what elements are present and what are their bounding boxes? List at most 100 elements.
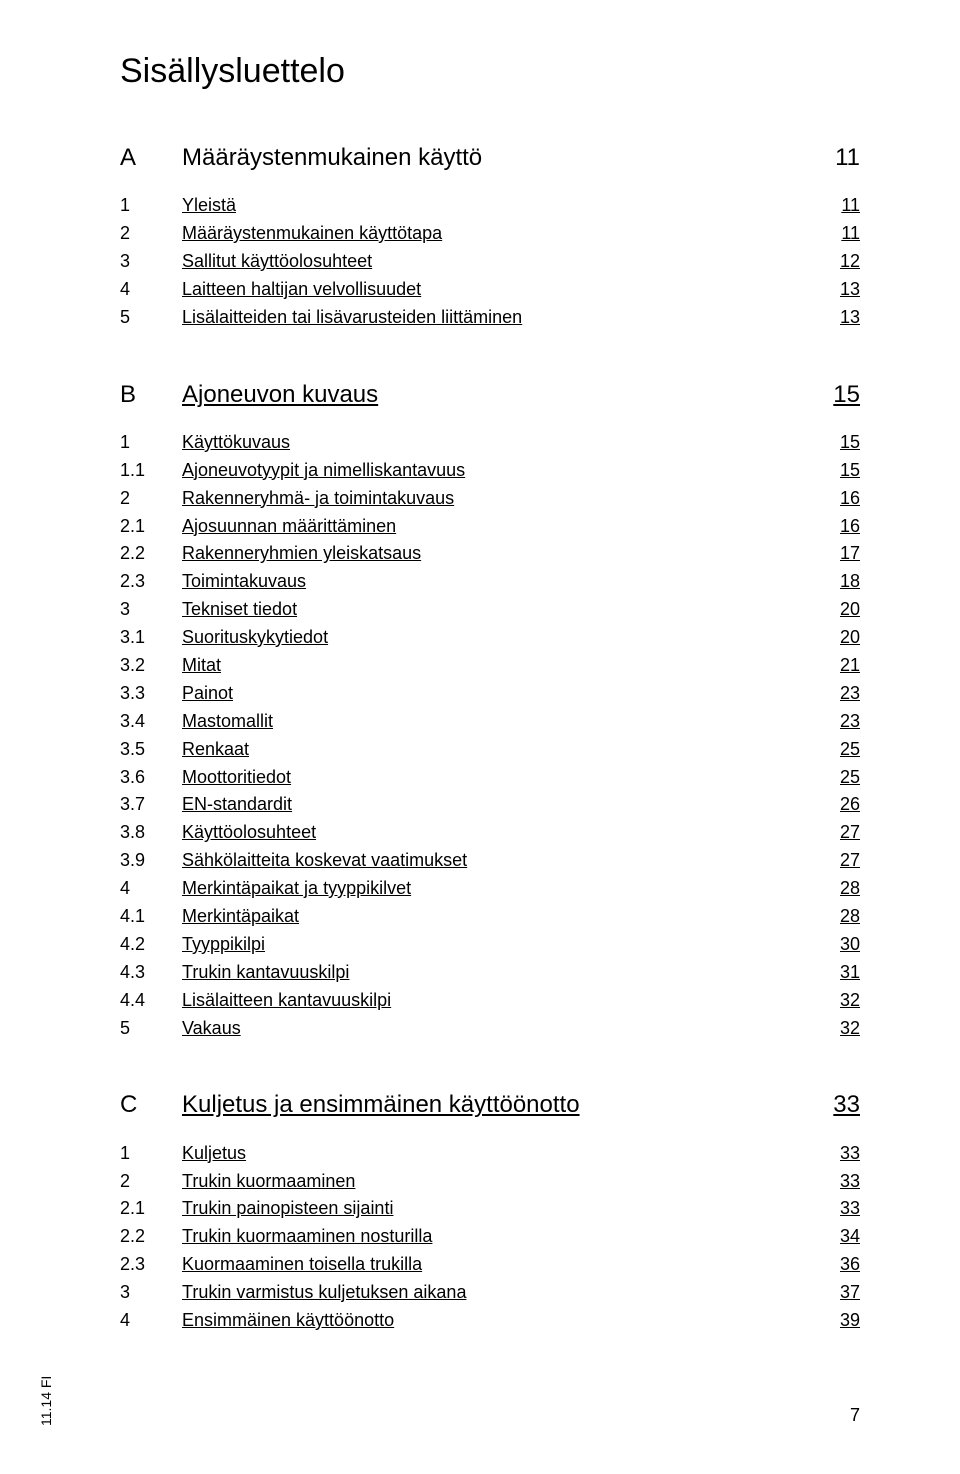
toc-entry-label[interactable]: Rakenneryhmien yleiskatsaus: [182, 540, 421, 568]
toc-entry-page[interactable]: 26: [826, 791, 860, 819]
toc-entry[interactable]: 2Trukin kuormaaminen33: [120, 1168, 860, 1196]
toc-section-label[interactable]: Ajoneuvon kuvaus: [182, 376, 378, 413]
toc-section-heading[interactable]: CKuljetus ja ensimmäinen käyttöönotto33: [120, 1086, 860, 1123]
toc-entry-label[interactable]: Merkintäpaikat: [182, 903, 299, 931]
toc-section-label[interactable]: Kuljetus ja ensimmäinen käyttöönotto: [182, 1086, 580, 1123]
toc-entry-label[interactable]: Lisälaitteen kantavuuskilpi: [182, 987, 391, 1015]
toc-entry-page[interactable]: 15: [826, 457, 860, 485]
toc-entry-page[interactable]: 34: [826, 1223, 860, 1251]
toc-entry[interactable]: 5Vakaus32: [120, 1015, 860, 1043]
toc-entry-label[interactable]: Ensimmäinen käyttöönotto: [182, 1307, 394, 1335]
toc-entry-page[interactable]: 18: [826, 568, 860, 596]
toc-entry[interactable]: 4Laitteen haltijan velvollisuudet13: [120, 276, 860, 304]
toc-entry[interactable]: 3.7EN-standardit26: [120, 791, 860, 819]
toc-entry-label[interactable]: Ajoneuvotyypit ja nimelliskantavuus: [182, 457, 465, 485]
toc-entry[interactable]: 4Merkintäpaikat ja tyyppikilvet28: [120, 875, 860, 903]
toc-entry-page[interactable]: 23: [826, 708, 860, 736]
toc-section-heading[interactable]: BAjoneuvon kuvaus15: [120, 376, 860, 413]
toc-entry-page[interactable]: 15: [826, 429, 860, 457]
toc-entry-label[interactable]: Sähkölaitteita koskevat vaatimukset: [182, 847, 467, 875]
toc-entry-label[interactable]: Kuormaaminen toisella trukilla: [182, 1251, 422, 1279]
toc-entry-page[interactable]: 16: [826, 485, 860, 513]
toc-entry-label[interactable]: Trukin kuormaaminen: [182, 1168, 355, 1196]
toc-entry-page[interactable]: 39: [826, 1307, 860, 1335]
toc-entry-label[interactable]: Vakaus: [182, 1015, 241, 1043]
toc-entry-page[interactable]: 27: [826, 847, 860, 875]
toc-entry-label[interactable]: EN-standardit: [182, 791, 292, 819]
toc-entry[interactable]: 4.3Trukin kantavuuskilpi31: [120, 959, 860, 987]
toc-entry-page[interactable]: 33: [826, 1140, 860, 1168]
toc-entry-label[interactable]: Tekniset tiedot: [182, 596, 297, 624]
toc-entry-label[interactable]: Trukin kantavuuskilpi: [182, 959, 349, 987]
toc-entry[interactable]: 3.6Moottoritiedot25: [120, 764, 860, 792]
toc-entry-label[interactable]: Käyttökuvaus: [182, 429, 290, 457]
toc-entry[interactable]: 2.1Ajosuunnan määrittäminen16: [120, 513, 860, 541]
toc-entry-page[interactable]: 12: [826, 248, 860, 276]
toc-entry[interactable]: 1.1Ajoneuvotyypit ja nimelliskantavuus15: [120, 457, 860, 485]
toc-entry[interactable]: 3Sallitut käyttöolosuhteet12: [120, 248, 860, 276]
toc-entry[interactable]: 2.2Trukin kuormaaminen nosturilla34: [120, 1223, 860, 1251]
toc-entry-label[interactable]: Lisälaitteiden tai lisävarusteiden liitt…: [182, 304, 522, 332]
toc-entry-label[interactable]: Sallitut käyttöolosuhteet: [182, 248, 372, 276]
toc-entry-label[interactable]: Käyttöolosuhteet: [182, 819, 316, 847]
toc-entry-page[interactable]: 20: [826, 624, 860, 652]
toc-entry[interactable]: 3.5Renkaat25: [120, 736, 860, 764]
toc-entry-page[interactable]: 11: [826, 192, 860, 220]
toc-entry[interactable]: 2.1Trukin painopisteen sijainti33: [120, 1195, 860, 1223]
toc-entry-page[interactable]: 37: [826, 1279, 860, 1307]
toc-entry-label[interactable]: Ajosuunnan määrittäminen: [182, 513, 396, 541]
toc-entry-page[interactable]: 25: [826, 736, 860, 764]
toc-entry[interactable]: 4Ensimmäinen käyttöönotto39: [120, 1307, 860, 1335]
toc-entry[interactable]: 2Määräystenmukainen käyttötapa11: [120, 220, 860, 248]
toc-entry-page[interactable]: 27: [826, 819, 860, 847]
toc-entry-page[interactable]: 33: [826, 1168, 860, 1196]
toc-entry[interactable]: 4.2Tyyppikilpi30: [120, 931, 860, 959]
toc-entry-label[interactable]: Yleistä: [182, 192, 236, 220]
toc-entry-label[interactable]: Tyyppikilpi: [182, 931, 265, 959]
toc-entry[interactable]: 3.4Mastomallit23: [120, 708, 860, 736]
toc-entry-page[interactable]: 16: [826, 513, 860, 541]
toc-entry-page[interactable]: 20: [826, 596, 860, 624]
toc-entry-page[interactable]: 13: [826, 276, 860, 304]
toc-entry-label[interactable]: Mitat: [182, 652, 221, 680]
toc-entry[interactable]: 5Lisälaitteiden tai lisävarusteiden liit…: [120, 304, 860, 332]
toc-entry-page[interactable]: 31: [826, 959, 860, 987]
toc-entry[interactable]: 1Käyttökuvaus15: [120, 429, 860, 457]
toc-entry[interactable]: 3.1Suorituskykytiedot20: [120, 624, 860, 652]
toc-entry[interactable]: 1Kuljetus33: [120, 1140, 860, 1168]
toc-entry[interactable]: 3.3Painot23: [120, 680, 860, 708]
toc-entry-label[interactable]: Moottoritiedot: [182, 764, 291, 792]
toc-entry-page[interactable]: 21: [826, 652, 860, 680]
toc-entry[interactable]: 3Tekniset tiedot20: [120, 596, 860, 624]
toc-entry-page[interactable]: 33: [826, 1195, 860, 1223]
toc-entry-page[interactable]: 23: [826, 680, 860, 708]
toc-section-page[interactable]: 15: [826, 376, 860, 413]
toc-entry-page[interactable]: 36: [826, 1251, 860, 1279]
toc-entry-label[interactable]: Renkaat: [182, 736, 249, 764]
toc-entry-label[interactable]: Trukin kuormaaminen nosturilla: [182, 1223, 432, 1251]
toc-section-page[interactable]: 33: [826, 1086, 860, 1123]
toc-entry-label[interactable]: Määräystenmukainen käyttötapa: [182, 220, 442, 248]
toc-entry-page[interactable]: 32: [826, 987, 860, 1015]
toc-entry-label[interactable]: Suorituskykytiedot: [182, 624, 328, 652]
toc-entry-label[interactable]: Merkintäpaikat ja tyyppikilvet: [182, 875, 411, 903]
toc-entry-label[interactable]: Mastomallit: [182, 708, 273, 736]
toc-entry[interactable]: 4.4Lisälaitteen kantavuuskilpi32: [120, 987, 860, 1015]
toc-entry[interactable]: 2.2Rakenneryhmien yleiskatsaus17: [120, 540, 860, 568]
toc-entry-label[interactable]: Kuljetus: [182, 1140, 246, 1168]
toc-entry[interactable]: 1Yleistä11: [120, 192, 860, 220]
toc-entry[interactable]: 4.1Merkintäpaikat28: [120, 903, 860, 931]
toc-entry[interactable]: 2Rakenneryhmä- ja toimintakuvaus16: [120, 485, 860, 513]
toc-entry-page[interactable]: 25: [826, 764, 860, 792]
toc-entry-label[interactable]: Painot: [182, 680, 233, 708]
toc-entry[interactable]: 2.3Toimintakuvaus18: [120, 568, 860, 596]
toc-entry-page[interactable]: 28: [826, 875, 860, 903]
toc-entry-page[interactable]: 11: [826, 220, 860, 248]
toc-entry[interactable]: 3.8Käyttöolosuhteet27: [120, 819, 860, 847]
toc-entry-label[interactable]: Toimintakuvaus: [182, 568, 306, 596]
toc-entry[interactable]: 3.9Sähkölaitteita koskevat vaatimukset27: [120, 847, 860, 875]
toc-entry-page[interactable]: 30: [826, 931, 860, 959]
toc-entry[interactable]: 3Trukin varmistus kuljetuksen aikana37: [120, 1279, 860, 1307]
toc-entry-label[interactable]: Laitteen haltijan velvollisuudet: [182, 276, 421, 304]
toc-entry[interactable]: 2.3Kuormaaminen toisella trukilla36: [120, 1251, 860, 1279]
